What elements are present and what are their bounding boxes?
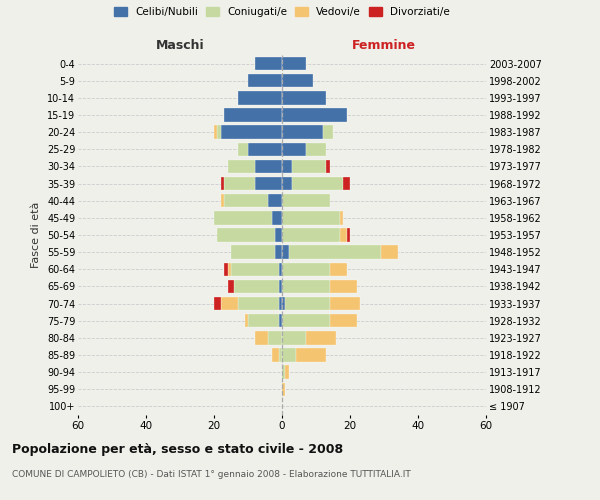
Bar <box>306 331 337 344</box>
Bar <box>224 108 282 122</box>
Bar <box>347 228 350 241</box>
Bar <box>343 177 350 190</box>
Bar <box>282 382 286 396</box>
Bar <box>224 177 255 190</box>
Bar <box>282 348 296 362</box>
Bar <box>227 262 231 276</box>
Bar <box>268 331 282 344</box>
Bar <box>340 211 343 224</box>
Bar <box>245 314 248 328</box>
Bar <box>282 91 326 104</box>
Bar <box>224 194 268 207</box>
Bar <box>323 126 333 139</box>
Bar <box>255 177 282 190</box>
Bar <box>224 262 227 276</box>
Bar <box>282 194 329 207</box>
Bar <box>214 126 217 139</box>
Bar <box>326 160 329 173</box>
Bar <box>329 280 357 293</box>
Bar <box>306 142 326 156</box>
Bar <box>268 194 282 207</box>
Text: Femmine: Femmine <box>352 38 416 52</box>
Bar <box>282 297 286 310</box>
Bar <box>282 211 340 224</box>
Bar <box>278 280 282 293</box>
Bar <box>278 314 282 328</box>
Bar <box>282 366 286 379</box>
Bar <box>227 280 235 293</box>
Bar <box>286 297 329 310</box>
Bar <box>255 331 268 344</box>
Bar <box>238 142 248 156</box>
Bar <box>292 177 343 190</box>
Bar <box>248 314 278 328</box>
Bar <box>248 74 282 88</box>
Bar <box>282 228 340 241</box>
Bar <box>231 262 278 276</box>
Bar <box>272 348 278 362</box>
Bar <box>329 297 360 310</box>
Bar <box>329 262 347 276</box>
Bar <box>282 177 292 190</box>
Text: Maschi: Maschi <box>155 38 205 52</box>
Bar <box>282 108 347 122</box>
Bar <box>217 126 221 139</box>
Bar <box>282 262 329 276</box>
Bar <box>221 194 224 207</box>
Bar <box>248 142 282 156</box>
Text: Popolazione per età, sesso e stato civile - 2008: Popolazione per età, sesso e stato civil… <box>12 442 343 456</box>
Bar <box>238 297 278 310</box>
Bar <box>275 246 282 259</box>
Bar <box>282 57 306 70</box>
Bar <box>231 246 275 259</box>
Bar <box>272 211 282 224</box>
Bar <box>235 280 278 293</box>
Bar <box>255 57 282 70</box>
Bar <box>214 297 221 310</box>
Bar <box>296 348 326 362</box>
Bar <box>286 366 289 379</box>
Bar <box>380 246 398 259</box>
Bar <box>255 160 282 173</box>
Bar <box>221 177 224 190</box>
Bar <box>329 314 357 328</box>
Bar <box>275 228 282 241</box>
Bar <box>278 262 282 276</box>
Bar <box>278 348 282 362</box>
Bar <box>282 314 329 328</box>
Bar <box>282 142 306 156</box>
Bar <box>282 246 289 259</box>
Bar <box>221 297 238 310</box>
Y-axis label: Fasce di età: Fasce di età <box>31 202 41 268</box>
Text: COMUNE DI CAMPOLIETO (CB) - Dati ISTAT 1° gennaio 2008 - Elaborazione TUTTITALIA: COMUNE DI CAMPOLIETO (CB) - Dati ISTAT 1… <box>12 470 411 479</box>
Bar <box>282 126 323 139</box>
Bar <box>282 160 292 173</box>
Bar <box>282 74 313 88</box>
Bar <box>221 126 282 139</box>
Legend: Celibi/Nubili, Coniugati/e, Vedovi/e, Divorziati/e: Celibi/Nubili, Coniugati/e, Vedovi/e, Di… <box>114 7 450 18</box>
Bar <box>227 160 255 173</box>
Bar <box>282 331 306 344</box>
Bar <box>278 297 282 310</box>
Bar <box>238 91 282 104</box>
Bar <box>217 228 275 241</box>
Bar <box>282 280 329 293</box>
Bar <box>340 228 347 241</box>
Bar <box>292 160 326 173</box>
Bar <box>214 211 272 224</box>
Bar <box>289 246 380 259</box>
